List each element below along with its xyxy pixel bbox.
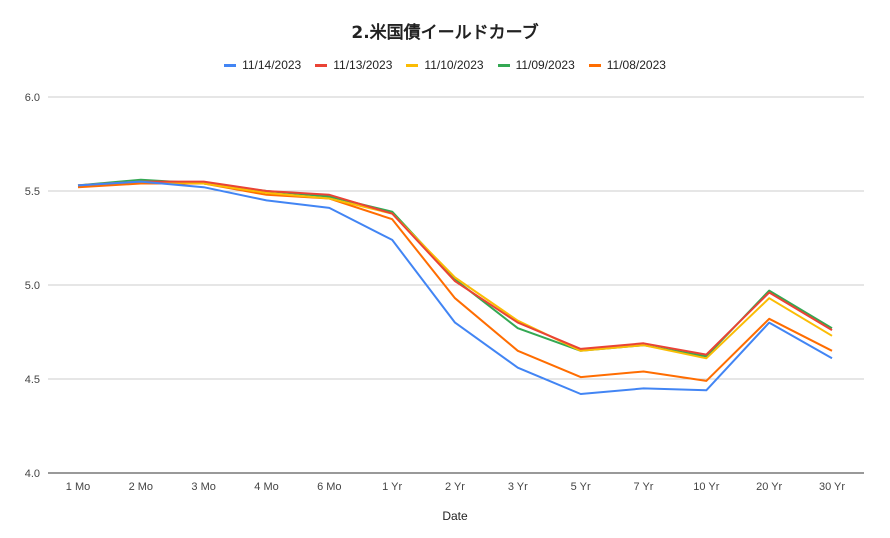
x-tick-label: 7 Yr — [634, 481, 654, 493]
series-line — [77, 178, 833, 358]
legend-item: 11/14/2023 — [224, 58, 301, 72]
x-tick-label: 10 Yr — [693, 481, 719, 493]
x-axis-label: Date — [442, 509, 468, 523]
x-tick-label: 6 Mo — [317, 481, 341, 493]
y-tick-label: 6.0 — [25, 92, 40, 104]
legend-item: 11/10/2023 — [406, 58, 484, 72]
legend-item: 11/08/2023 — [588, 58, 666, 72]
x-tick-label: 4 Mo — [254, 481, 278, 493]
x-tick-label: 20 Yr — [756, 481, 782, 493]
series-line — [77, 180, 833, 356]
legend-label: 11/10/2023 — [424, 58, 484, 72]
x-tick-label: 3 Mo — [191, 481, 215, 493]
legend-item: 11/09/2023 — [497, 58, 575, 72]
y-tick-label: 5.0 — [25, 280, 40, 292]
series-line — [77, 180, 833, 360]
y-tick-label: 5.5 — [25, 186, 40, 198]
x-tick-label: 2 Mo — [129, 481, 153, 493]
x-tick-label: 1 Mo — [66, 481, 90, 493]
legend-label: 11/13/2023 — [333, 58, 393, 72]
chart-legend: 11/14/2023 11/13/2023 11/10/2023 11/09/2023… — [0, 58, 890, 72]
x-tick-label: 2 Yr — [445, 481, 465, 493]
legend-item: 11/13/2023 — [315, 58, 392, 72]
legend-label: 11/14/2023 — [242, 58, 302, 72]
chart-title: 2.米国債イールドカーブ — [351, 23, 539, 43]
legend-swatch — [315, 63, 328, 67]
x-tick-label: 30 Yr — [819, 481, 845, 493]
x-tick-label: 1 Yr — [382, 481, 402, 493]
x-tick-label: 5 Yr — [571, 481, 591, 493]
series-line — [77, 180, 833, 395]
y-tick-label: 4.0 — [25, 468, 40, 480]
legend-swatch — [588, 63, 601, 67]
x-tick-label: 3 Yr — [508, 481, 528, 493]
legend-label: 11/09/2023 — [515, 58, 575, 72]
legend-swatch — [406, 63, 419, 67]
legend-swatch — [497, 63, 510, 67]
legend-swatch — [224, 63, 237, 67]
legend-label: 11/08/2023 — [606, 58, 666, 72]
y-tick-label: 4.5 — [25, 374, 40, 386]
